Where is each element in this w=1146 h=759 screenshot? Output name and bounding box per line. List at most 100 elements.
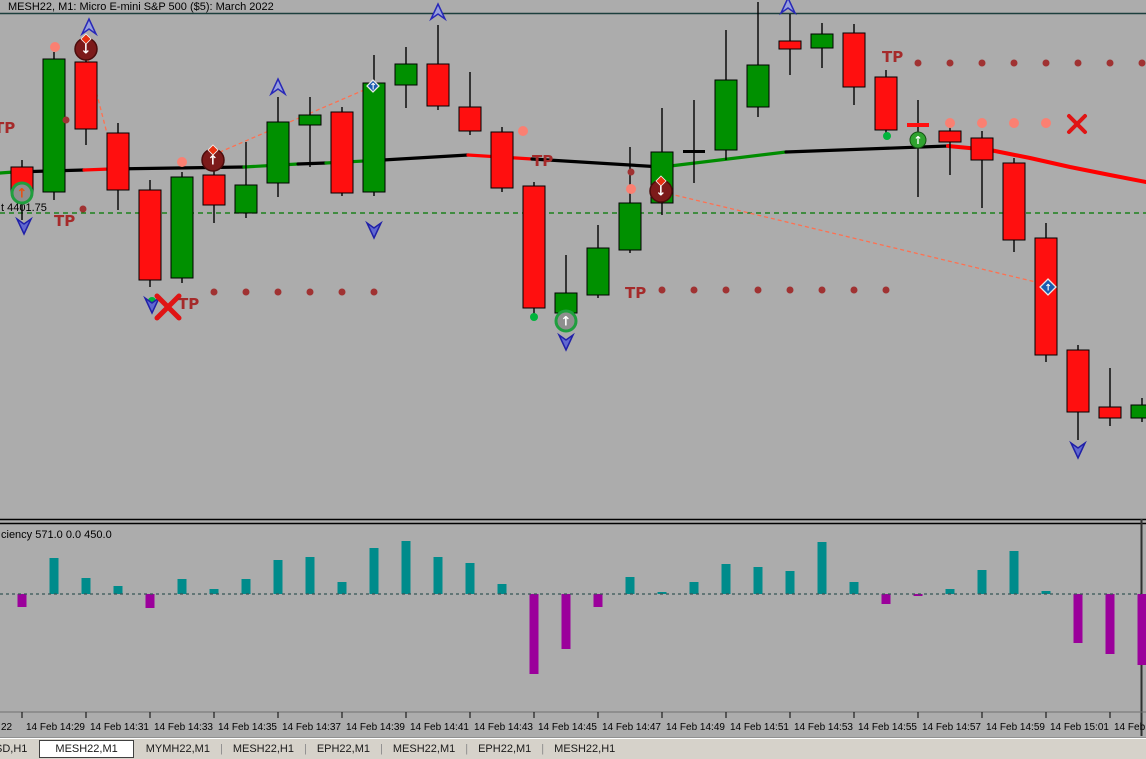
histogram-bar [785, 571, 795, 594]
tp-label: TP [625, 284, 646, 302]
candle-body [394, 63, 418, 86]
time-axis-label: 14 Feb 14:33 [154, 722, 213, 733]
tab-separator: | [380, 742, 383, 755]
indicator-label: ciency 571.0 0.0 450.0 [1, 529, 112, 541]
arrow-up-icon: ↑ [369, 83, 377, 93]
candle-body [970, 137, 994, 161]
signal-dot [945, 118, 955, 128]
chart-tab-mesh22-h1[interactable]: MESH22,H1 [232, 742, 294, 755]
time-axis-label: 14 Feb 14:51 [730, 722, 789, 733]
candle-body [266, 121, 290, 184]
signal-dot [242, 288, 250, 296]
tp-label: TP [54, 212, 75, 230]
signal-dot [1106, 59, 1114, 67]
time-axis-label: 14 Feb 14:59 [986, 722, 1045, 733]
blue-down-arrow-icon [143, 295, 161, 315]
chart-tab-mymh22-m1[interactable]: MYMH22,M1 [145, 742, 210, 755]
histogram-bar [81, 578, 91, 594]
histogram-bar [561, 594, 571, 649]
time-axis-label: 14 Feb 14:45 [538, 722, 597, 733]
signal-dot [1009, 118, 1019, 128]
arrow-up-icon: ↑ [1044, 284, 1052, 294]
signal-dot [978, 59, 986, 67]
candle-body [42, 58, 66, 193]
histogram-bar [145, 594, 155, 608]
tab-separator: | [465, 742, 469, 755]
histogram-bar [433, 557, 443, 594]
candle-body [714, 79, 738, 151]
histogram-bar [945, 589, 955, 594]
price-level-label: t 4401.75 [1, 202, 47, 214]
signal-circle-marker [909, 131, 927, 149]
signal-dot [1010, 59, 1018, 67]
signal-dot [274, 288, 282, 296]
histogram-bar [241, 579, 251, 594]
candle-body [810, 33, 834, 49]
dark-red-dot [62, 116, 70, 124]
histogram-bar [113, 586, 123, 594]
time-axis-label: 14 Feb 14:41 [410, 722, 469, 733]
candle-body [842, 32, 866, 88]
chart-tab-mesh22-h1[interactable]: MESH22,H1 [554, 742, 616, 755]
salmon-dot [626, 184, 636, 194]
time-axis-label: 14 Feb 15:01 [1050, 722, 1109, 733]
candle-body [170, 176, 194, 279]
candle-body [330, 111, 354, 194]
signal-dot [946, 59, 954, 67]
moving-average-segment [530, 157, 664, 169]
candle-body [234, 184, 258, 214]
histogram-bar [401, 541, 411, 594]
candle-body [490, 131, 514, 189]
blue-diamond-marker [1039, 278, 1057, 296]
chart-tab-sd-h1[interactable]: SD,H1 [0, 742, 28, 755]
time-axis-label: 14 Feb 14:29 [26, 722, 85, 733]
histogram-bar [305, 557, 315, 594]
candle-body [1034, 237, 1058, 356]
histogram-bar [657, 592, 667, 594]
arrow-up-icon: ↑ [913, 134, 922, 147]
candle-body [202, 174, 226, 206]
histogram-bar [689, 582, 699, 594]
moving-average-segment [82, 167, 112, 172]
blue-up-arrow-icon [779, 0, 797, 16]
time-axis-label: 14 Feb 14:39 [346, 722, 405, 733]
chart-tab-mesh22-m1[interactable]: MESH22,M1 [39, 739, 134, 758]
candle-body [938, 130, 962, 143]
candle-body [874, 76, 898, 131]
tab-separator: | [303, 742, 307, 755]
tp-label: TP [532, 152, 553, 170]
candle-body [522, 185, 546, 309]
chart-tab-eph22-m1[interactable]: EPH22,M1 [478, 742, 532, 755]
histogram-bar [881, 594, 891, 604]
moving-average-segment [296, 161, 328, 166]
signal-dot [1138, 59, 1146, 67]
candle-doji-body [683, 150, 705, 153]
arrow-up-icon: ↑ [17, 187, 28, 202]
arrow-up-icon: ↑ [208, 154, 219, 169]
histogram-bar [529, 594, 539, 674]
green-dot [883, 132, 891, 140]
time-axis-label: 22 [1, 722, 13, 733]
time-axis-label: 14 Feb 14:35 [218, 722, 277, 733]
candle-body [362, 82, 386, 193]
chart-tab-mesh22-m1[interactable]: MESH22,M1 [392, 742, 456, 755]
signal-dot [1042, 59, 1050, 67]
candle-body [746, 64, 770, 108]
signal-dot [658, 286, 666, 294]
candle-body [1130, 404, 1146, 419]
x-mark-icon [154, 293, 182, 321]
candle-body [458, 106, 482, 132]
time-axis-label: 14 Feb 14:31 [90, 722, 149, 733]
histogram-bar [625, 577, 635, 594]
chart-tab-eph22-m1[interactable]: EPH22,M1 [316, 742, 371, 755]
histogram-bar [913, 594, 923, 596]
signal-circle-marker [554, 309, 578, 333]
histogram-bar [273, 560, 283, 594]
blue-diamond-marker [366, 79, 380, 93]
tab-separator: | [219, 742, 223, 755]
histogram-bar [721, 564, 731, 594]
candle-body [106, 132, 130, 191]
candle-body [586, 247, 610, 296]
